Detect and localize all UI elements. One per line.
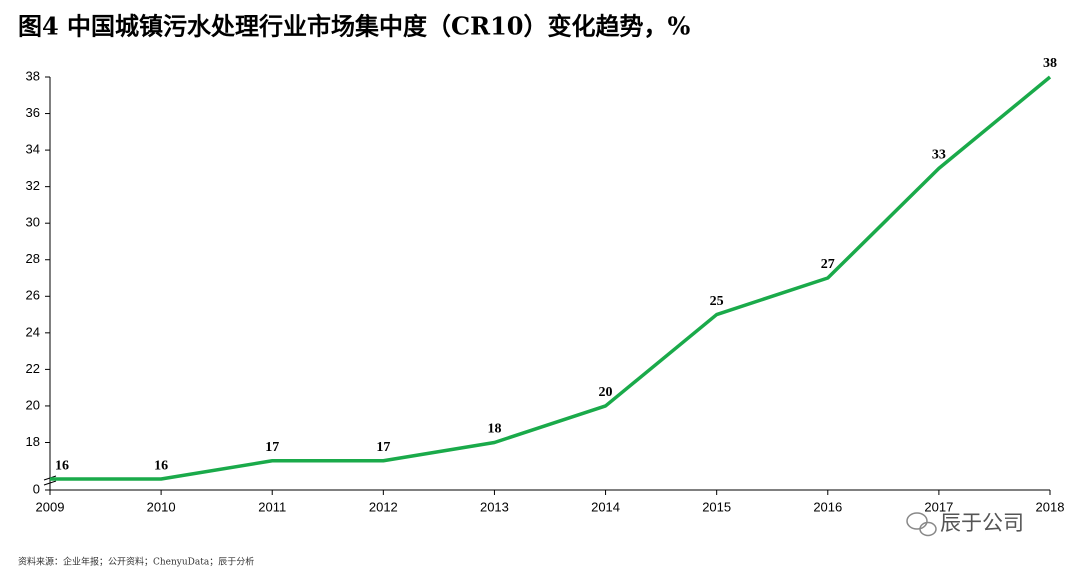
source-note: 资料来源：企业年报；公开资料；ChenyuData；辰于分析 [18,556,254,568]
x-tick-label: 2018 [1036,499,1065,514]
watermark-icon [906,512,937,537]
data-label: 20 [599,385,613,400]
y-tick-label: 18 [26,434,40,449]
data-label: 17 [265,440,279,455]
data-label: 16 [55,458,69,473]
x-tick-label: 2011 [258,499,286,514]
data-label: 16 [154,458,168,473]
y-tick-label: 26 [26,288,40,303]
x-tick-label: 2016 [813,499,842,514]
x-tick-label: 2015 [702,499,731,514]
data-label: 27 [821,257,835,272]
chart-title: 图4 中国城镇污水处理行业市场集中度（CR10）变化趋势，% [18,12,690,41]
x-tick-label: 2014 [591,499,620,514]
y-tick-label: 36 [26,105,40,120]
x-tick-label: 2009 [36,499,65,514]
y-tick-label: 20 [26,397,40,412]
y-tick-label: 30 [26,215,40,230]
x-tick-label: 2012 [369,499,398,514]
y-tick-label: 0 [33,481,40,496]
data-label: 18 [487,422,501,437]
y-tick-label: 24 [26,324,40,339]
y-tick-label: 34 [26,142,40,157]
watermark: 辰于公司 [940,511,1024,535]
x-tick-label: 2017 [924,499,953,514]
y-tick-label: 22 [26,361,40,376]
x-tick-label: 2013 [480,499,509,514]
y-tick-label: 32 [26,178,40,193]
y-tick-label: 38 [26,68,40,83]
x-tick-label: 2010 [147,499,176,514]
data-label: 38 [1043,56,1057,71]
data-label: 17 [376,440,390,455]
data-label: 33 [932,148,946,163]
data-label: 25 [710,294,724,309]
y-tick-label: 28 [26,251,40,266]
data-line [50,75,1052,481]
